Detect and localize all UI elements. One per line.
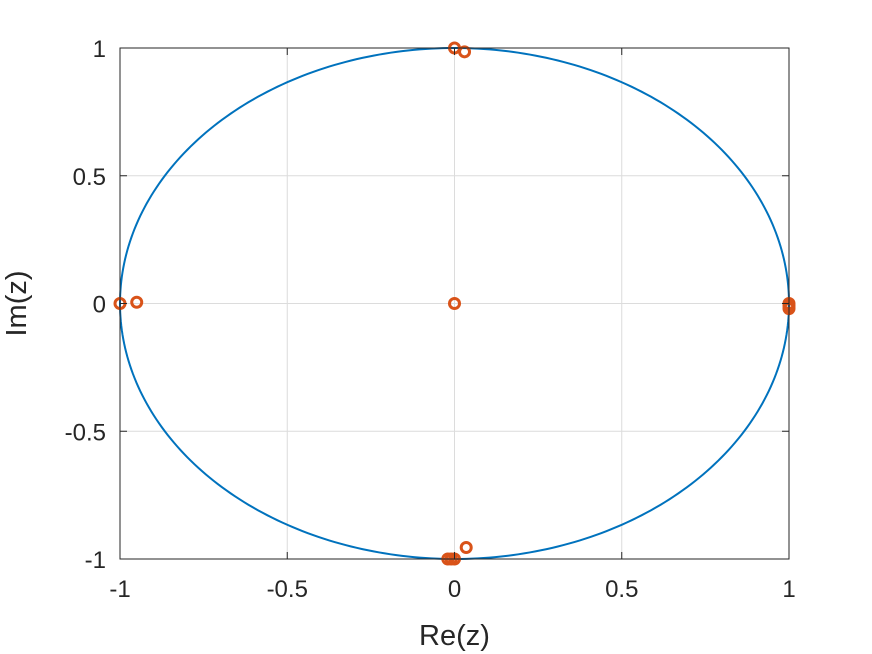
y-tick-label: 0.5 — [73, 164, 106, 191]
x-tick-label: -0.5 — [267, 576, 308, 603]
x-tick-label: 0.5 — [605, 576, 638, 603]
y-tick-label: 1 — [93, 36, 106, 63]
y-tick-label: -0.5 — [65, 419, 106, 446]
data-point — [130, 295, 144, 309]
data-point — [459, 541, 473, 555]
y-axis-label: Im(z) — [1, 270, 33, 336]
x-tick-label: 1 — [782, 576, 795, 603]
x-axis-label: Re(z) — [419, 620, 490, 652]
data-point — [448, 297, 461, 310]
y-tick-label: -1 — [85, 547, 106, 574]
grid-lines — [120, 48, 789, 559]
axis-ticks: -1 -0.5 0 0.5 1 -1 -0.5 0 0.5 1 — [65, 36, 796, 603]
x-tick-label: -1 — [109, 576, 130, 603]
data-point — [458, 45, 472, 59]
y-tick-label: 0 — [93, 292, 106, 319]
x-tick-label: 0 — [448, 576, 461, 603]
